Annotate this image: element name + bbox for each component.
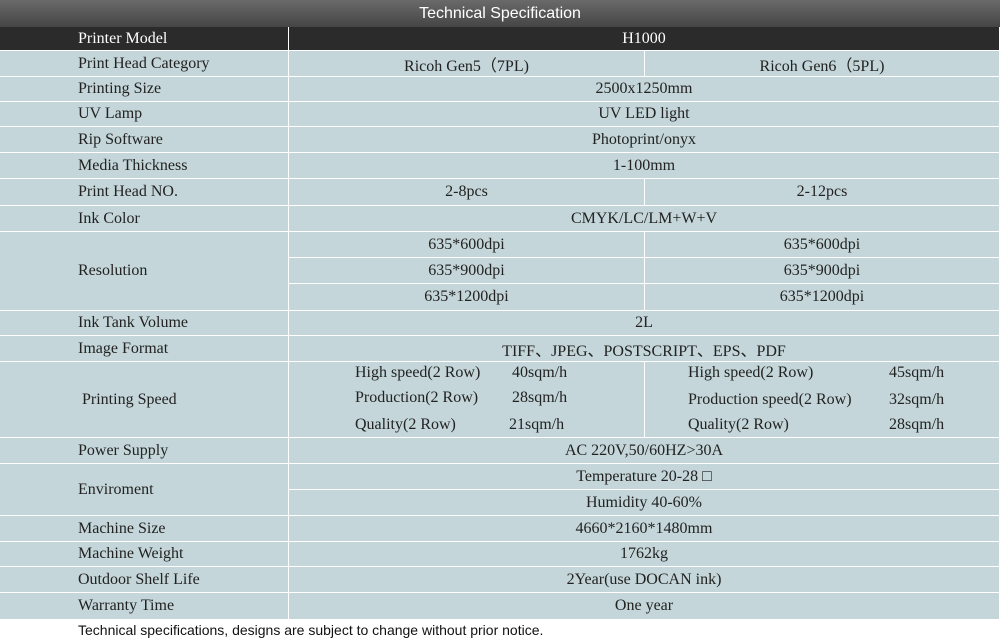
warranty-time-value: One year <box>289 593 1000 620</box>
row-label-printing-size: Printing Size <box>0 77 289 102</box>
printing-speed-gen6-block <box>645 362 1000 438</box>
humidity-value: Humidity 40-60% <box>289 490 1000 516</box>
ink-color-value: CMYK/LC/LM+W+V <box>289 206 1000 232</box>
row-label-ink-color: Ink Color <box>0 206 289 232</box>
row-label-image-format: Image Format <box>0 336 289 362</box>
speed-mode-gen6-high: High speed(2 Row) <box>688 364 814 381</box>
row-label-rip-software: Rip Software <box>0 127 289 153</box>
outdoor-shelf-life-value: 2Year(use DOCAN ink) <box>289 567 1000 593</box>
speed-mode-gen5-production: Production(2 Row) <box>355 389 479 406</box>
row-label-outdoor-shelf-life: Outdoor Shelf Life <box>0 567 289 593</box>
row-label-warranty-time: Warranty Time <box>0 593 289 620</box>
row-label-printing-speed: Printing Speed <box>0 362 289 438</box>
resolution-gen5-1: 635*600dpi <box>289 232 645 258</box>
page-title: Technical Specification <box>0 0 1000 27</box>
speed-value-gen6-quality: 28sqm/h <box>889 416 945 433</box>
ink-tank-volume-value: 2L <box>289 311 1000 336</box>
print-head-gen5: Ricoh Gen5（7PL) <box>289 51 645 77</box>
speed-value-gen5-production: 28sqm/h <box>512 389 568 406</box>
image-format-value: TIFF、JPEG、POSTSCRIPT、EPS、PDF <box>289 336 1000 362</box>
temperature-value: Temperature 20-28 □ <box>289 464 1000 490</box>
speed-mode-gen6-quality: Quality(2 Row) <box>688 416 789 433</box>
uv-lamp-value: UV LED light <box>289 102 1000 127</box>
row-label-machine-weight: Machine Weight <box>0 542 289 567</box>
row-label-machine-size: Machine Size <box>0 516 289 542</box>
speed-value-gen6-high: 45sqm/h <box>889 364 945 381</box>
speed-mode-gen6-production: Production speed(2 Row) <box>688 391 852 408</box>
resolution-gen5-2: 635*900dpi <box>289 258 645 284</box>
rip-software-value: Photoprint/onyx <box>289 127 1000 153</box>
machine-size-value: 4660*2160*1480mm <box>289 516 1000 542</box>
row-label-enviroment: Enviroment <box>0 464 289 516</box>
resolution-gen6-1: 635*600dpi <box>645 232 1000 258</box>
power-supply-value: AC 220V,50/60HZ>30A <box>289 438 1000 464</box>
row-label-printer-model: Printer Model <box>0 27 289 51</box>
row-label-uv-lamp: UV Lamp <box>0 102 289 127</box>
speed-mode-gen5-high: High speed(2 Row) <box>355 364 481 381</box>
speed-mode-gen5-quality: Quality(2 Row) <box>355 416 456 433</box>
printer-model-value: H1000 <box>289 27 1000 51</box>
resolution-gen5-3: 635*1200dpi <box>289 284 645 311</box>
row-label-print-head-no: Print Head NO. <box>0 179 289 206</box>
media-thickness-value: 1-100mm <box>289 153 1000 179</box>
footnote: Technical specifications, designs are su… <box>78 622 544 638</box>
printing-speed-gen5-block <box>289 362 645 438</box>
speed-value-gen6-production: 32sqm/h <box>889 391 945 408</box>
resolution-gen6-3: 635*1200dpi <box>645 284 1000 311</box>
row-label-resolution: Resolution <box>0 232 289 311</box>
row-label-ink-tank-volume: Ink Tank Volume <box>0 311 289 336</box>
row-label-power-supply: Power Supply <box>0 438 289 464</box>
speed-value-gen5-high: 40sqm/h <box>512 364 568 381</box>
printing-size-value: 2500x1250mm <box>289 77 1000 102</box>
print-head-gen6: Ricoh Gen6（5PL) <box>645 51 1000 77</box>
print-head-no-gen5: 2-8pcs <box>289 179 645 206</box>
print-head-no-gen6: 2-12pcs <box>645 179 1000 206</box>
speed-value-gen5-quality: 21sqm/h <box>509 416 565 433</box>
row-label-print-head-category: Print Head Category <box>0 51 289 77</box>
resolution-gen6-2: 635*900dpi <box>645 258 1000 284</box>
row-label-media-thickness: Media Thickness <box>0 153 289 179</box>
machine-weight-value: 1762kg <box>289 542 1000 567</box>
